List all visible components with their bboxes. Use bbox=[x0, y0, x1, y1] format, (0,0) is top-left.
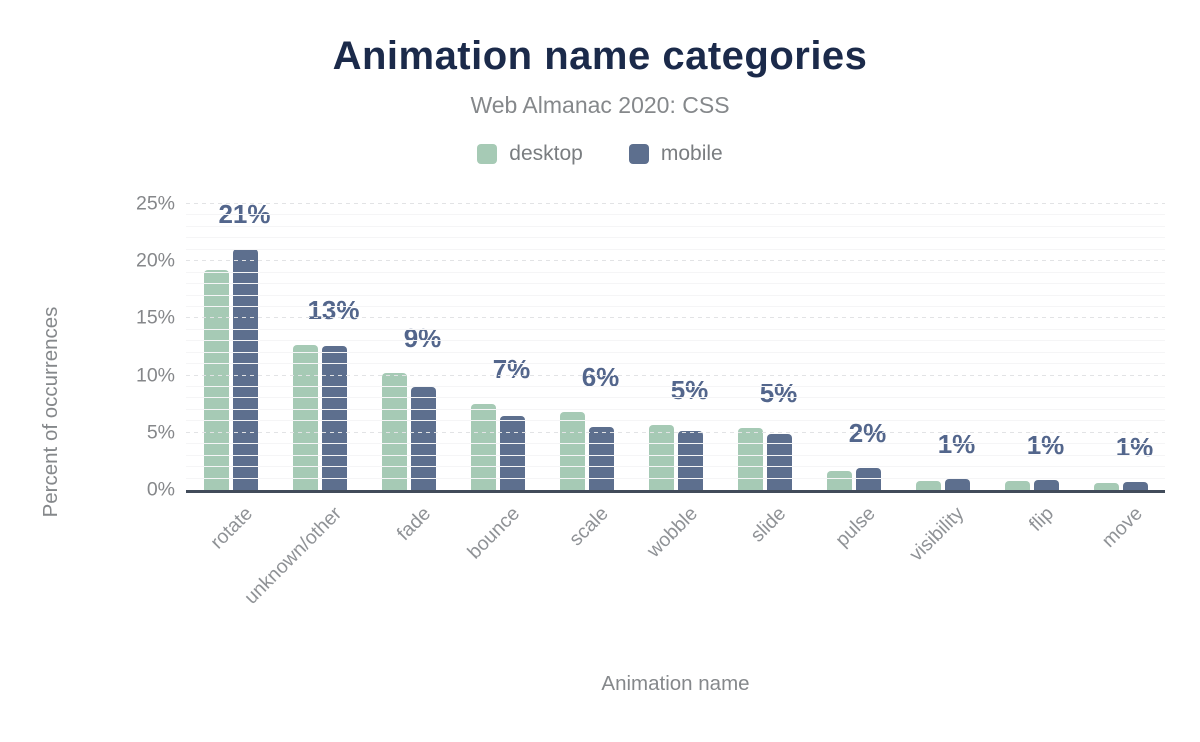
y-axis-title: Percent of occurrences bbox=[39, 306, 62, 518]
y-tick-label: 20% bbox=[135, 249, 175, 272]
gridline-minor bbox=[186, 386, 1165, 388]
gridline-major bbox=[186, 203, 1165, 204]
bar-group-bounce: 7% bounce bbox=[453, 204, 542, 563]
y-tick-label: 25% bbox=[135, 192, 175, 215]
data-label-bounce: 7% bbox=[492, 354, 531, 385]
gridline-minor bbox=[186, 305, 1165, 307]
gridline-minor bbox=[186, 248, 1165, 250]
bar-group-unknown-other: 13% unknown/other bbox=[240, 204, 364, 609]
bar-mobile-pulse[interactable] bbox=[855, 468, 881, 490]
gridline-minor bbox=[186, 237, 1165, 239]
y-tick-label: 15% bbox=[135, 306, 175, 329]
legend-swatch-mobile bbox=[628, 144, 649, 164]
x-tick-label-slide: slide bbox=[746, 502, 791, 547]
gridline-minor bbox=[186, 408, 1165, 410]
x-tick-label-unknown-other: unknown/other bbox=[239, 502, 346, 609]
legend-label: mobile bbox=[660, 142, 723, 165]
x-tick-label-flip: flip bbox=[1024, 502, 1058, 536]
bar-desktop-scale[interactable] bbox=[559, 412, 585, 490]
gridline-minor bbox=[186, 443, 1165, 445]
bar-desktop-rotate[interactable] bbox=[203, 270, 229, 490]
legend-label: desktop bbox=[509, 142, 583, 165]
bar-desktop-pulse[interactable] bbox=[826, 470, 852, 490]
chart-title: Animation name categories bbox=[332, 34, 868, 78]
bar-mobile-rotate[interactable] bbox=[232, 248, 258, 490]
gridline-minor bbox=[186, 397, 1165, 399]
gridline-minor bbox=[186, 283, 1165, 285]
bar-desktop-bounce[interactable] bbox=[470, 404, 496, 490]
gridline-major bbox=[186, 431, 1165, 433]
gridline-minor bbox=[186, 271, 1165, 273]
bar-group-pulse: 2% pulse bbox=[809, 204, 898, 551]
gridline-minor bbox=[186, 420, 1165, 422]
bar-mobile-flip[interactable] bbox=[1033, 479, 1059, 490]
y-tick-label: 5% bbox=[146, 421, 175, 444]
gridline-major bbox=[186, 374, 1165, 376]
x-tick-label-move: move bbox=[1097, 502, 1147, 552]
legend-item-mobile[interactable]: mobile bbox=[628, 142, 723, 166]
data-label-scale: 6% bbox=[581, 362, 620, 393]
legend-swatch-desktop bbox=[477, 144, 498, 164]
x-tick-label-pulse: pulse bbox=[831, 502, 880, 552]
gridline-minor bbox=[186, 294, 1165, 296]
bar-mobile-scale[interactable] bbox=[588, 427, 614, 490]
bar-mobile-fade[interactable] bbox=[410, 387, 436, 490]
x-tick-label-scale: scale bbox=[564, 502, 613, 551]
x-axis-title: Animation name bbox=[601, 672, 750, 695]
data-label-rotate: 21% bbox=[218, 198, 271, 229]
data-label-wobble: 5% bbox=[670, 374, 709, 405]
plot-area: 21% rotate 13% unknown/other 9% fade 7% bounce 6… bbox=[136, 193, 1165, 609]
bar-group-flip: 1% flip bbox=[987, 204, 1076, 536]
data-label-move: 1% bbox=[1115, 432, 1154, 462]
data-label-pulse: 2% bbox=[848, 418, 887, 449]
y-tick-label: 0% bbox=[146, 478, 175, 501]
x-tick-label-wobble: wobble bbox=[642, 502, 702, 562]
data-label-slide: 5% bbox=[759, 378, 798, 409]
gridline-minor bbox=[186, 214, 1165, 216]
gridline-major bbox=[186, 260, 1165, 262]
legend-item-desktop[interactable]: desktop bbox=[477, 142, 583, 166]
bar-group-rotate: 21% rotate bbox=[186, 198, 275, 553]
bar-desktop-visibility[interactable] bbox=[915, 480, 941, 490]
bar-desktop-slide[interactable] bbox=[737, 428, 763, 490]
bar-desktop-unknown-other[interactable] bbox=[292, 344, 318, 490]
legend: desktop mobile bbox=[0, 142, 1200, 166]
gridline-minor bbox=[186, 225, 1165, 227]
bar-mobile-bounce[interactable] bbox=[499, 415, 525, 490]
x-tick-label-visibility: visibility bbox=[905, 502, 969, 566]
bar-mobile-wobble[interactable] bbox=[677, 430, 703, 490]
gridline-major bbox=[186, 317, 1165, 319]
gridline-minor bbox=[186, 363, 1165, 365]
bar-group-wobble: 5% wobble bbox=[631, 204, 720, 562]
gridline-minor bbox=[186, 328, 1165, 330]
x-tick-label-rotate: rotate bbox=[205, 502, 257, 554]
bar-groups: 21% rotate 13% unknown/other 9% fade 7% bounce 6… bbox=[186, 198, 1165, 609]
bar-group-move: 1% move bbox=[1076, 204, 1165, 552]
data-label-flip: 1% bbox=[1026, 429, 1065, 460]
bar-desktop-fade[interactable] bbox=[381, 373, 407, 490]
bar-mobile-unknown-other[interactable] bbox=[321, 345, 347, 490]
bar-mobile-visibility[interactable] bbox=[944, 478, 970, 490]
bar-desktop-move[interactable] bbox=[1093, 483, 1119, 490]
chart-subtitle: Web Almanac 2020: CSS bbox=[470, 92, 730, 118]
data-label-unknown-other: 13% bbox=[307, 294, 360, 325]
bar-mobile-move[interactable] bbox=[1122, 482, 1148, 490]
bar-group-fade: 9% fade bbox=[364, 204, 453, 545]
x-tick-label-fade: fade bbox=[392, 502, 435, 545]
gridline-minor bbox=[186, 477, 1165, 479]
y-tick-label: 10% bbox=[135, 364, 175, 387]
gridline-minor bbox=[186, 351, 1165, 353]
bar-group-visibility: 1% visibility bbox=[898, 204, 987, 566]
gridline-minor bbox=[186, 454, 1165, 456]
bar-group-slide: 5% slide bbox=[720, 204, 809, 547]
gridline-minor bbox=[186, 466, 1165, 468]
bar-desktop-wobble[interactable] bbox=[648, 424, 674, 490]
x-tick-label-bounce: bounce bbox=[462, 502, 524, 564]
gridline-minor bbox=[186, 340, 1165, 342]
bar-desktop-flip[interactable] bbox=[1004, 480, 1030, 490]
bar-group-scale: 6% scale bbox=[542, 204, 631, 550]
